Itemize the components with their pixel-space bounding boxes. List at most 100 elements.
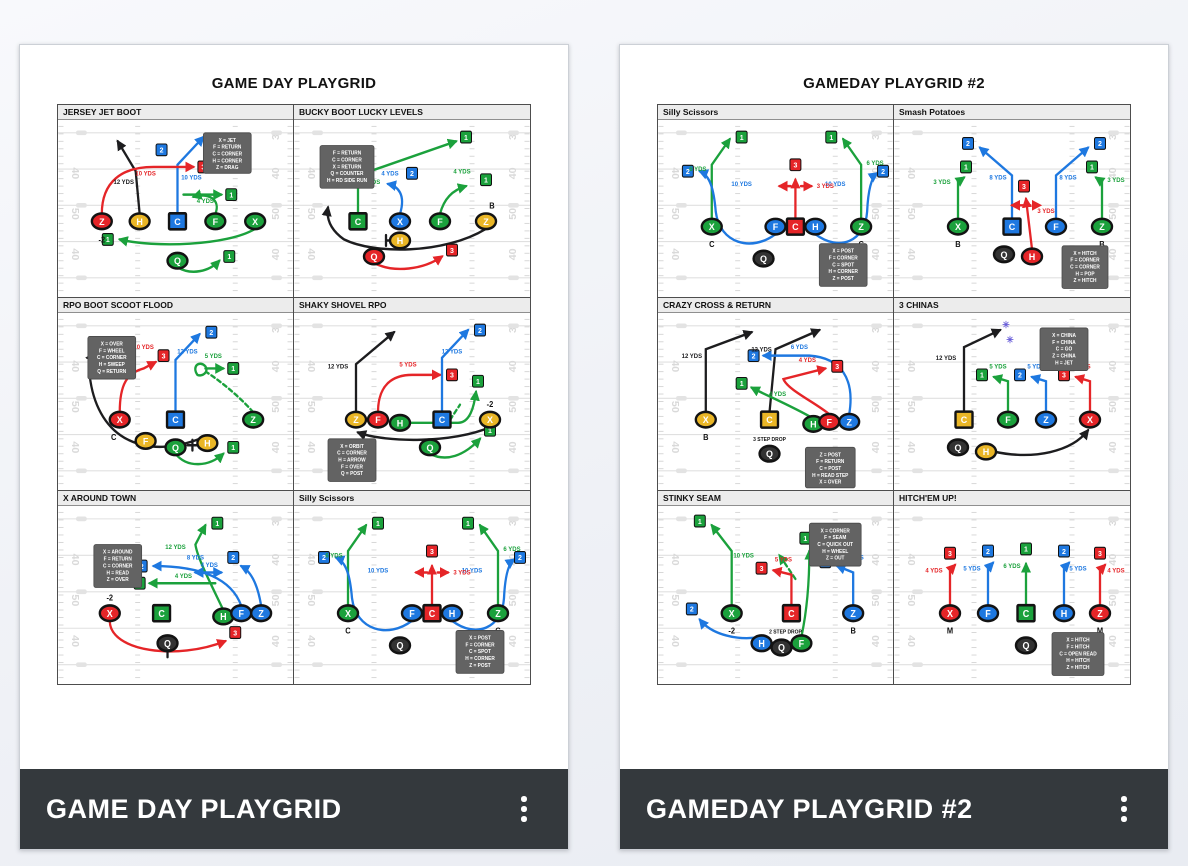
play-cell: X AROUND TOWN405040340504012213X-2CHFZQ1… xyxy=(58,491,294,684)
svg-text:1: 1 xyxy=(231,364,235,373)
play-cell: JERSEY JET BOOT405040340504023111Z-2HCFX… xyxy=(58,105,294,298)
svg-text:M: M xyxy=(1097,626,1103,635)
svg-text:12 YDS: 12 YDS xyxy=(177,348,197,355)
player-marker-X: X xyxy=(1078,410,1102,429)
svg-text:C = CORNER: C = CORNER xyxy=(337,451,367,457)
player-marker-X: X xyxy=(98,604,121,623)
svg-text:Z = POST: Z = POST xyxy=(833,276,854,282)
svg-text:H = SWEEP: H = SWEEP xyxy=(99,362,126,368)
player-marker-C: C xyxy=(1016,603,1036,623)
player-marker-Q: Q xyxy=(992,245,1016,264)
kebab-menu-icon[interactable] xyxy=(506,784,542,834)
svg-text:6 YDS: 6 YDS xyxy=(791,344,808,351)
svg-text:50: 50 xyxy=(871,208,882,220)
player-marker-H: H xyxy=(974,442,998,461)
svg-text:40: 40 xyxy=(69,635,80,647)
svg-text:Z: Z xyxy=(99,217,105,227)
player-marker-Z: Z xyxy=(344,410,368,429)
route-path xyxy=(1095,563,1107,607)
svg-text:40: 40 xyxy=(669,441,680,453)
svg-text:C: C xyxy=(111,433,117,442)
route-path xyxy=(117,227,257,247)
svg-text:2: 2 xyxy=(518,553,522,562)
player-marker-C: C xyxy=(151,603,172,623)
svg-text:2: 2 xyxy=(752,351,756,360)
svg-text:Q: Q xyxy=(778,643,785,653)
play-cell: STINKY SEAM405040340504011322X-2CZBHQF10… xyxy=(658,491,894,684)
player-marker-X: X xyxy=(108,410,131,429)
player-marker-C: C xyxy=(165,410,186,429)
svg-text:50: 50 xyxy=(305,594,316,606)
route-endpoint-marker: 3 xyxy=(831,359,844,373)
player-marker-F: F xyxy=(996,410,1020,429)
svg-text:F: F xyxy=(238,608,244,618)
svg-text:40: 40 xyxy=(271,360,282,372)
route-endpoint-marker: 1 xyxy=(480,173,492,187)
svg-text:3: 3 xyxy=(871,327,882,333)
route-endpoint-marker: 2 xyxy=(406,166,418,180)
svg-text:C = CORNER: C = CORNER xyxy=(332,157,362,163)
svg-text:50: 50 xyxy=(508,594,519,606)
route-path xyxy=(978,146,1014,221)
svg-text:6 YDS: 6 YDS xyxy=(503,546,520,553)
route-path xyxy=(1074,374,1092,414)
play-grid: JERSEY JET BOOT405040340504023111Z-2HCFX… xyxy=(57,104,531,685)
svg-text:F: F xyxy=(213,217,219,227)
route-endpoint-marker: 1 xyxy=(211,516,224,530)
route-endpoint-marker: 2 xyxy=(155,143,168,157)
svg-text:40: 40 xyxy=(69,360,80,372)
svg-text:3: 3 xyxy=(162,351,166,360)
svg-text:X: X xyxy=(709,222,716,232)
route-path xyxy=(450,558,516,631)
play-cell: BUCKY BOOT LUCKY LEVELS 40 50 40 3 40 50 40 1 2 1 3… xyxy=(294,105,530,298)
svg-text:C = SPOT: C = SPOT xyxy=(469,649,491,655)
player-marker-Q: Q xyxy=(156,634,179,653)
route-endpoint-marker: 3 xyxy=(446,368,458,382)
route-path xyxy=(386,180,404,216)
player-marker-Z: Z xyxy=(90,212,113,231)
play-title: HITCH'EM UP! xyxy=(894,491,1130,506)
field-background: 40 50 40 3 40 50 40 xyxy=(894,125,1130,292)
svg-text:40: 40 xyxy=(669,554,680,566)
svg-text:F: F xyxy=(1053,222,1059,232)
svg-text:F: F xyxy=(773,222,779,232)
player-marker-Z: Z xyxy=(849,217,873,236)
svg-text:50: 50 xyxy=(69,208,80,220)
svg-text:X = POST: X = POST xyxy=(469,635,491,641)
player-marker-Z: Z xyxy=(249,604,273,623)
page-preview-1[interactable]: GAME DAY PLAYGRID JERSEY JET BOOT 40 50 40 3… xyxy=(20,45,568,769)
svg-text:3: 3 xyxy=(1108,520,1119,526)
route-path xyxy=(440,328,470,414)
svg-text:3: 3 xyxy=(1022,182,1026,191)
player-marker-C: C xyxy=(432,410,452,429)
svg-text:3: 3 xyxy=(871,520,882,526)
svg-text:2: 2 xyxy=(966,139,970,148)
play-diagram: 40 50 40 3 40 50 40 2 3 1 XB C H F Z Q 12 YDS 12 YDS 6 YDS… xyxy=(658,313,893,490)
svg-text:X = CHINA: X = CHINA xyxy=(1052,333,1076,339)
route-path xyxy=(194,523,225,612)
svg-text:B: B xyxy=(955,240,961,249)
svg-text:Q: Q xyxy=(760,254,767,264)
svg-text:Q: Q xyxy=(371,252,378,262)
route-path xyxy=(372,255,444,271)
svg-text:3 YDS: 3 YDS xyxy=(817,183,834,190)
route-endpoint-marker: 1 xyxy=(462,516,474,530)
route-path xyxy=(814,172,879,245)
svg-text:H = READ STEP: H = READ STEP xyxy=(812,473,849,479)
svg-text:Z: Z xyxy=(850,608,856,618)
player-marker-Z: Z xyxy=(242,410,265,429)
svg-text:10 YDS: 10 YDS xyxy=(825,181,845,188)
kebab-menu-icon[interactable] xyxy=(1106,784,1142,834)
svg-text:Z: Z xyxy=(353,415,359,425)
svg-text:F: F xyxy=(799,639,805,649)
field-background: 40 50 40 3 40 50 40 xyxy=(894,318,1130,485)
svg-text:40: 40 xyxy=(69,554,80,566)
page-preview-2[interactable]: GAMEDAY PLAYGRID #2 Silly Scissors 40 50 40… xyxy=(620,45,1168,769)
svg-text:1: 1 xyxy=(106,235,110,244)
svg-text:50: 50 xyxy=(1108,401,1119,413)
